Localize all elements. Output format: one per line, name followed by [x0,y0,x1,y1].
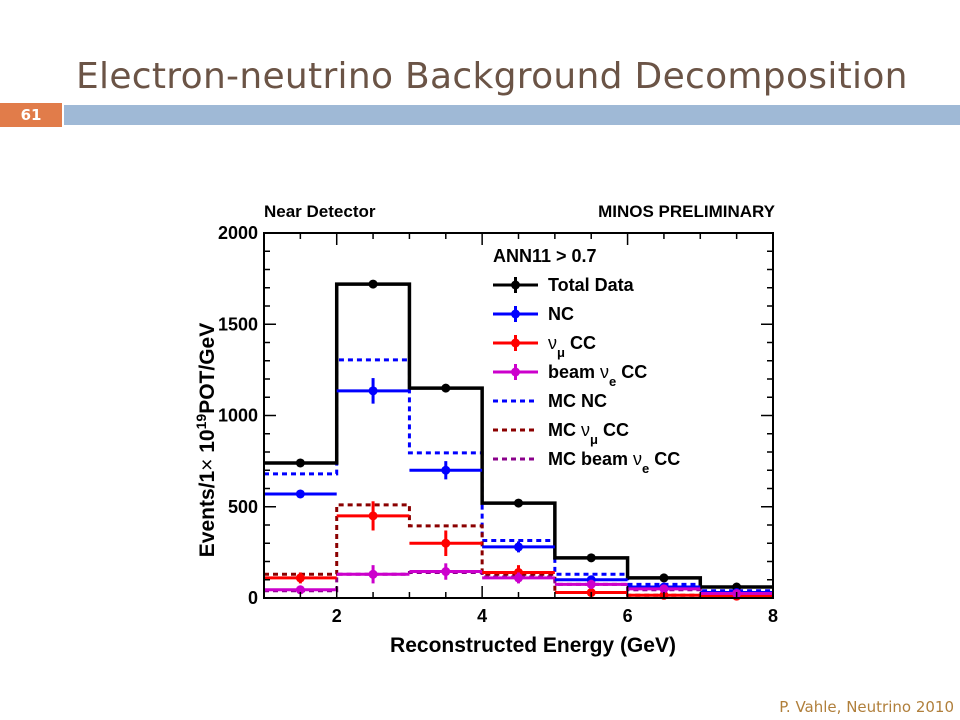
data-point [368,569,378,579]
times-sign: × [196,459,219,471]
y-tick-label: 1000 [218,406,258,426]
legend-label: Total Data [548,275,635,295]
y-tick-label: 2000 [218,223,258,243]
data-point [368,279,378,289]
slide-title: Electron-neutrino Background Decompositi… [76,56,908,97]
x-axis-label: Reconstructed Energy (GeV) [390,634,676,657]
data-point [368,511,378,521]
data-point [441,538,451,548]
mc-histogram-1 [264,503,773,598]
data-point [659,573,669,583]
footer-credit: P. Vahle, Neutrino 2010 [779,698,954,716]
slide-number: 61 [0,103,62,127]
data-point [295,458,305,468]
data-point [295,573,305,583]
y-axis-label: Events/1× 1019POT/GeV [193,323,219,557]
neutrino-symbol: ν [581,420,590,440]
histogram-chart: Near Detector MINOS PRELIMINARY 2 4 6 8 0 500… [193,202,778,657]
legend-label: NC [548,304,574,324]
legend-label: MC NC [548,391,607,411]
x-tick-label: 6 [623,606,633,626]
legend-label: MC beam νe CC [548,449,680,476]
legend-label: νμ CC [548,333,596,360]
legend-label: beam νe CC [548,362,647,389]
x-tick-label: 2 [332,606,342,626]
chart-header-left: Near Detector [264,202,376,221]
chart-header-right: MINOS PRELIMINARY [598,202,776,221]
x-tick-label: 8 [768,606,778,626]
title-bar [64,105,960,125]
data-point [514,573,523,583]
legend-marker [511,338,520,348]
legend-marker [511,280,520,290]
data-point [586,553,596,563]
mc-histogram-0 [264,358,773,593]
data-point [295,489,305,499]
y-tick-label: 0 [248,588,258,608]
neutrino-symbol: ν [600,362,609,382]
x-tick-label: 4 [477,606,487,626]
data-point [295,585,305,595]
pot-exponent: 19 [193,414,209,430]
legend-marker [511,309,520,319]
neutrino-symbol: ν [633,449,642,469]
y-tick-label: 500 [228,497,258,517]
legend-marker [511,367,520,377]
data-point [514,498,523,508]
data-point [368,386,378,396]
data-point [441,383,451,393]
data-point [441,567,451,577]
y-tick-label: 1500 [218,314,258,334]
data-point [441,465,451,475]
data-point [514,542,523,552]
neutrino-symbol: ν [548,333,557,353]
data-point [659,584,669,594]
data-point [586,579,596,589]
cut-label: ANN11 > 0.7 [493,246,597,266]
legend-label: MC νμ CC [548,420,629,447]
